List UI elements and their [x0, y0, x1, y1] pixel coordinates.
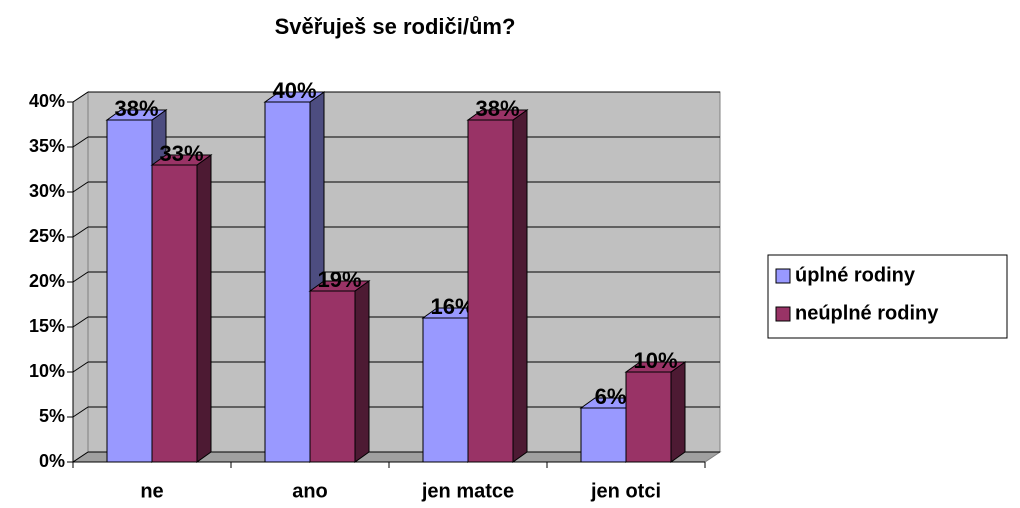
grid-line: [72, 451, 89, 463]
data-label: 19%: [317, 267, 361, 292]
data-label: 16%: [430, 294, 474, 319]
bar: [106, 119, 153, 463]
grid-line: [72, 316, 89, 328]
data-label: 40%: [272, 78, 316, 103]
y-tick-label: 15%: [29, 316, 65, 336]
grid-line: [72, 361, 89, 373]
legend-label: úplné rodiny: [795, 264, 916, 286]
legend-swatch: [775, 306, 791, 322]
bar: [151, 164, 198, 463]
grid-line: [72, 91, 89, 103]
data-label: 38%: [114, 96, 158, 121]
grid-line: [72, 226, 89, 238]
y-tick-label: 40%: [29, 91, 65, 111]
bar: [422, 317, 469, 463]
y-tick-label: 20%: [29, 271, 65, 291]
y-tick-label: 35%: [29, 136, 65, 156]
legend-label: neúplné rodiny: [795, 302, 939, 324]
chart-title: Svěřuješ se rodiči/ům?: [275, 14, 516, 39]
x-tick-label: ano: [292, 480, 328, 502]
y-tick-label: 30%: [29, 181, 65, 201]
grid-line: [72, 406, 89, 418]
data-label: 6%: [595, 384, 627, 409]
y-tick-label: 0%: [39, 451, 65, 471]
y-tick-label: 5%: [39, 406, 65, 426]
x-tick-label: jen matce: [421, 480, 514, 502]
bar: [309, 290, 356, 463]
bar-side: [354, 280, 370, 463]
legend-swatch: [775, 268, 791, 284]
x-tick-label: jen otci: [590, 480, 661, 502]
grid-line: [72, 271, 89, 283]
y-tick-label: 25%: [29, 226, 65, 246]
bar: [467, 119, 514, 463]
bar: [264, 101, 311, 463]
y-tick-label: 10%: [29, 361, 65, 381]
bar-side: [670, 361, 686, 463]
grid-line: [72, 181, 89, 193]
data-label: 33%: [159, 141, 203, 166]
data-label: 10%: [633, 348, 677, 373]
bar: [580, 407, 627, 463]
bar-side: [196, 154, 212, 463]
data-label: 38%: [475, 96, 519, 121]
x-tick-label: ne: [140, 480, 163, 502]
legend: [767, 254, 1008, 339]
bar: [625, 371, 672, 463]
grid-line: [72, 136, 89, 148]
bar-side: [512, 109, 528, 463]
